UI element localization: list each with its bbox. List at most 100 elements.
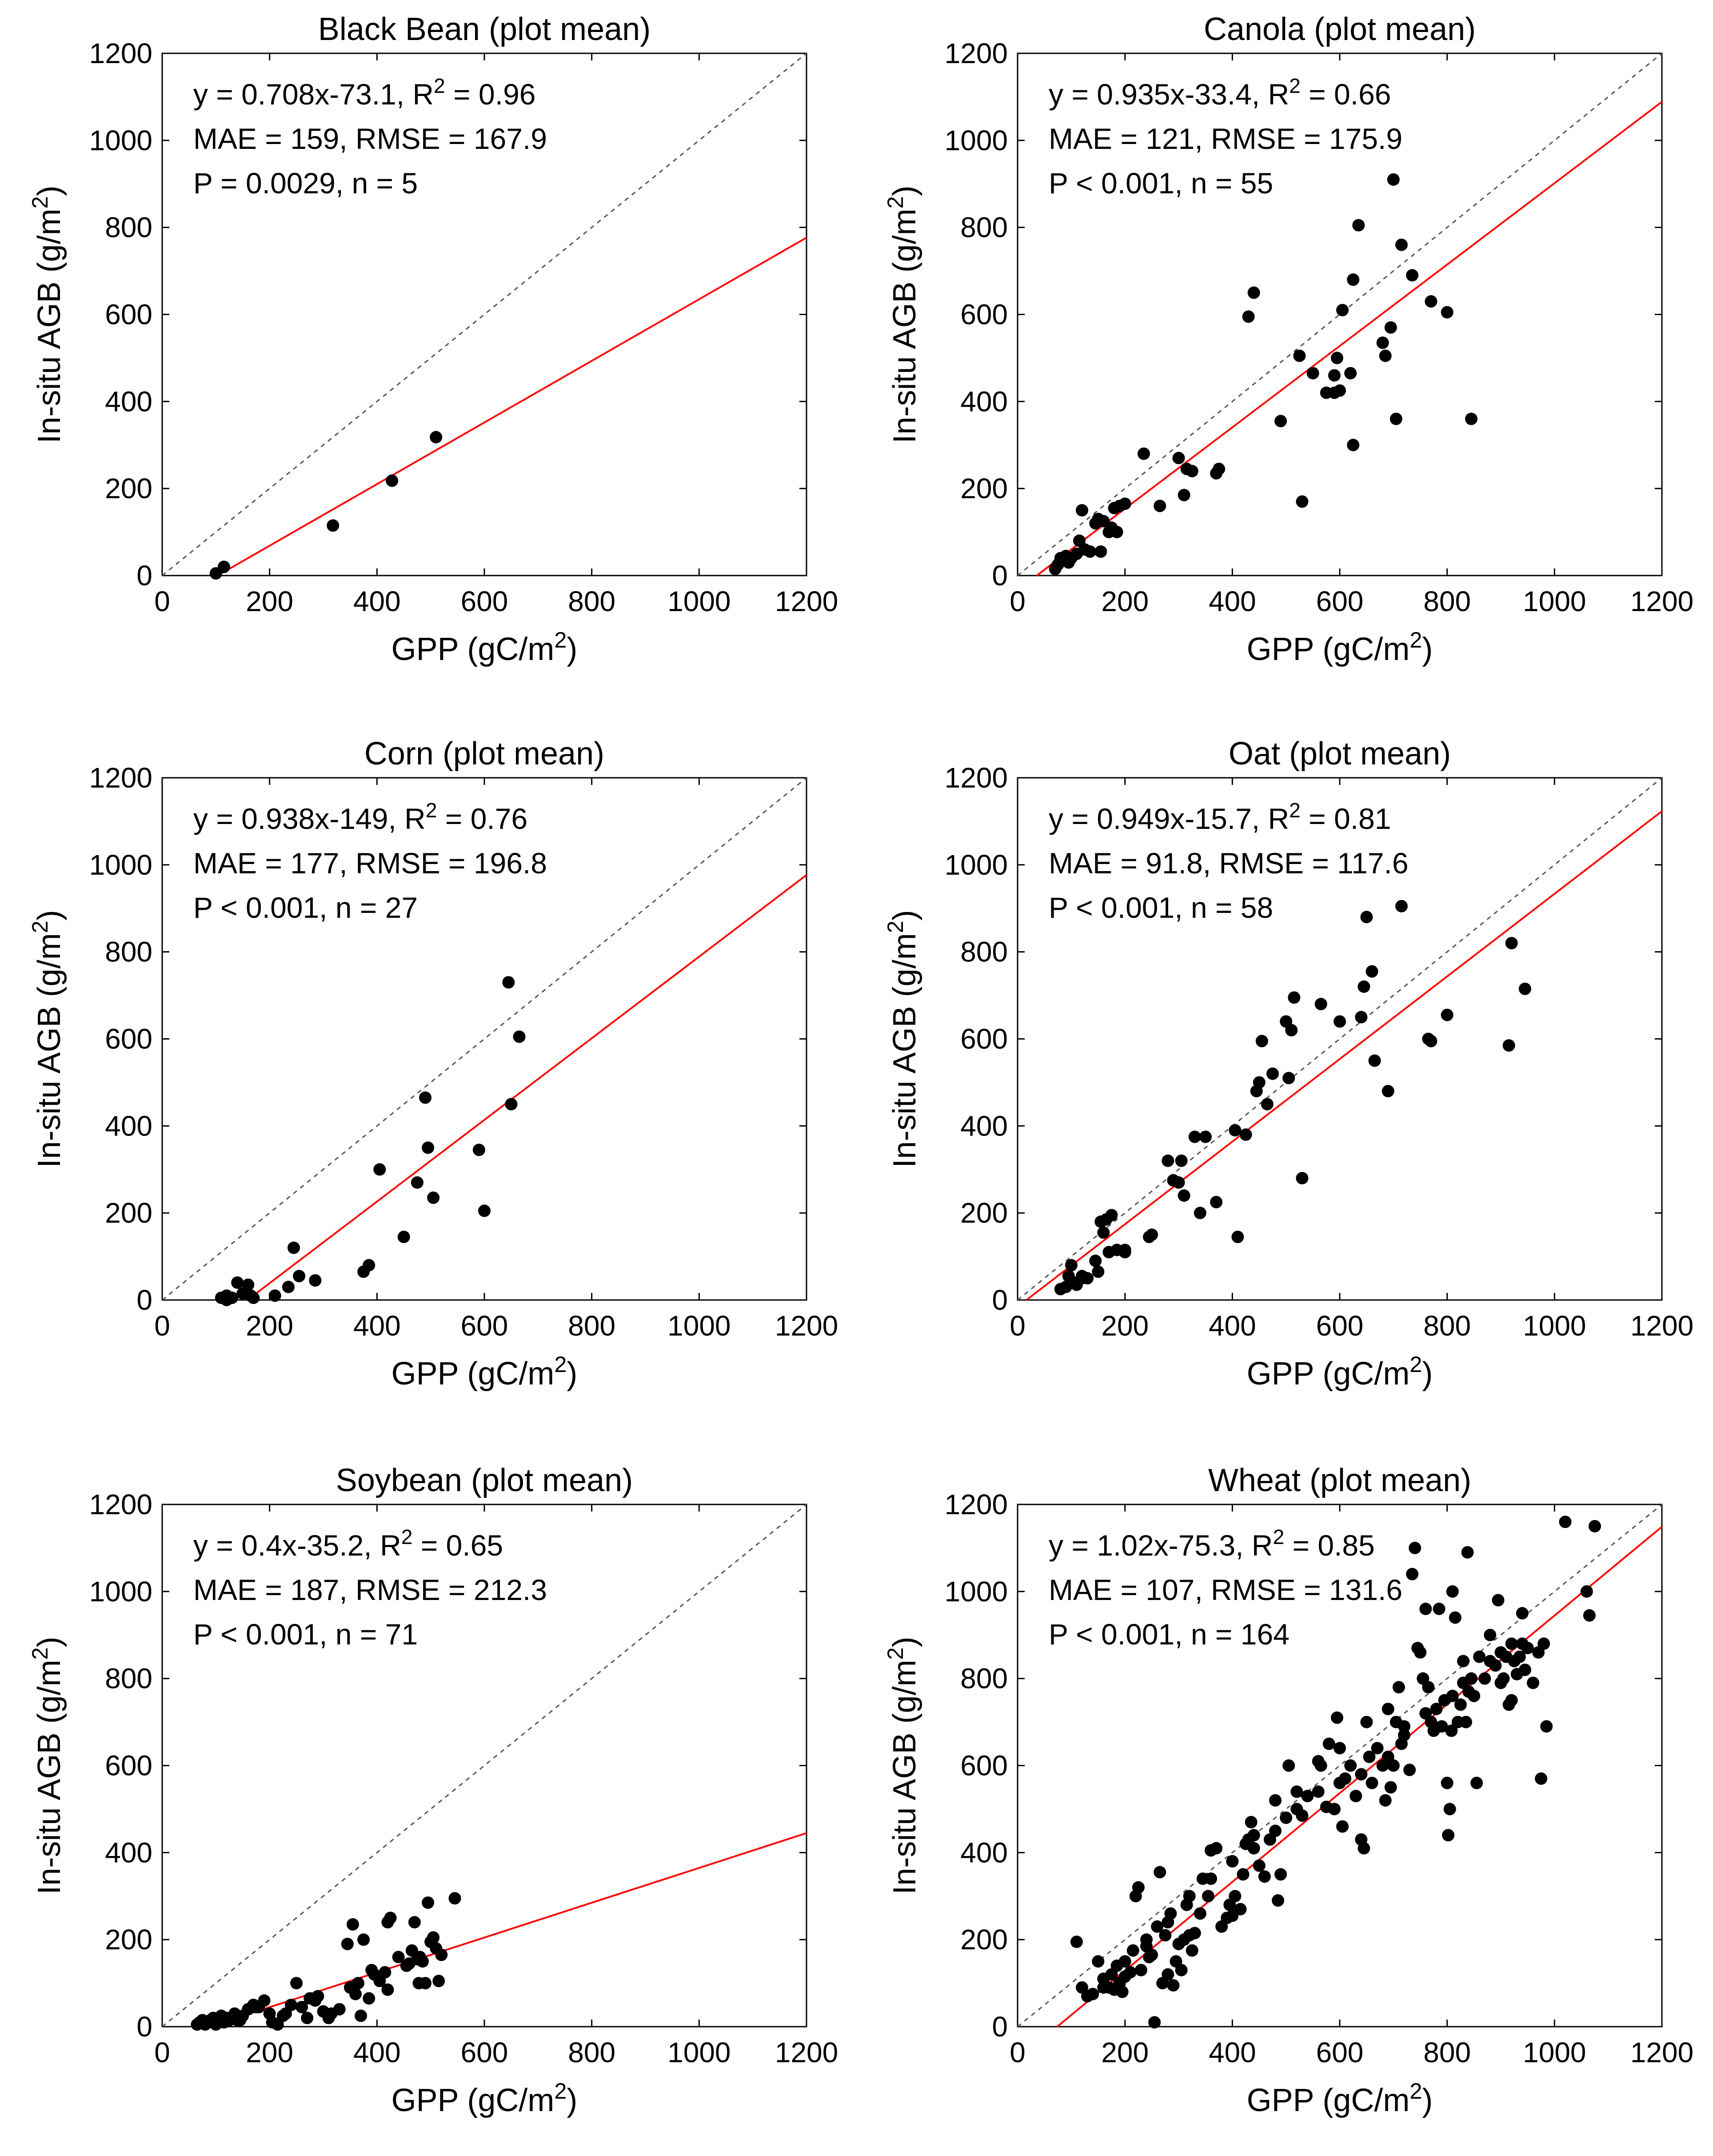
data-point — [1322, 1737, 1335, 1750]
data-point — [1314, 1759, 1327, 1772]
data-point — [1459, 1716, 1472, 1728]
data-point — [1392, 1681, 1405, 1694]
stats-errors: MAE = 187, RMSE = 212.3 — [193, 1573, 547, 1606]
x-tick-label: 200 — [246, 585, 293, 617]
data-point — [1167, 1979, 1180, 1992]
data-point — [1505, 1637, 1518, 1650]
data-point — [341, 1937, 354, 1950]
data-point — [1559, 1516, 1572, 1528]
y-tick-label: 1000 — [89, 124, 152, 156]
x-axis-label: GPP (gC/m2) — [391, 627, 578, 668]
y-tick-label: 200 — [960, 1197, 1008, 1229]
data-point — [1330, 352, 1343, 364]
data-point — [1162, 1916, 1174, 1928]
data-point — [478, 1204, 491, 1217]
y-tick-label: 1000 — [89, 849, 152, 881]
data-point — [1443, 1803, 1456, 1816]
y-tick-label: 800 — [960, 212, 1008, 244]
x-tick-label: 600 — [1316, 2036, 1364, 2068]
y-axis-label: In-situ AGB (g/m2) — [27, 910, 68, 1168]
x-tick-label: 1000 — [1523, 2036, 1586, 2068]
x-tick-label: 800 — [568, 585, 615, 617]
data-point — [1419, 1603, 1432, 1615]
data-point — [1070, 1936, 1083, 1948]
data-point — [1494, 1676, 1507, 1689]
chart-panel: 0 200 400 600 800 1000 1200 0 200 400 600 800 1000 12… — [27, 736, 839, 1392]
x-axis-label: GPP (gC/m2) — [391, 1352, 578, 1392]
x-axis-label: GPP (gC/m2) — [1247, 627, 1433, 668]
data-point — [1258, 1870, 1271, 1883]
data-point — [1382, 1750, 1394, 1763]
data-point — [1247, 286, 1260, 299]
data-point — [1296, 1172, 1309, 1184]
data-point — [1272, 1894, 1285, 1907]
data-point — [1505, 1694, 1518, 1707]
data-point — [1442, 1829, 1455, 1842]
data-point — [1390, 412, 1402, 425]
data-point — [1175, 1154, 1188, 1167]
y-tick-label: 600 — [960, 1023, 1008, 1055]
data-point — [287, 1241, 300, 1254]
data-point — [1461, 1546, 1474, 1559]
data-point — [355, 2009, 367, 2022]
data-point — [1172, 452, 1185, 464]
x-tick-label: 0 — [1010, 2036, 1026, 2068]
data-point — [432, 1975, 445, 1988]
y-tick-label: 200 — [105, 472, 152, 504]
data-point — [279, 2007, 292, 2020]
data-point — [1414, 1646, 1427, 1659]
x-tick-label: 800 — [1423, 1310, 1471, 1342]
data-point — [1118, 497, 1131, 510]
x-tick-label: 400 — [353, 2036, 401, 2068]
data-point — [1301, 1790, 1314, 1803]
y-tick-label: 1200 — [945, 762, 1008, 794]
chart-panel: 0 200 400 600 800 1000 1200 0 200 400 600 800 1000 12… — [27, 12, 839, 667]
x-tick-label: 600 — [461, 585, 508, 617]
data-point — [244, 1289, 257, 1302]
chart-title: Black Bean (plot mean) — [318, 12, 651, 47]
stats-equation: y = 0.4x-35.2, R2 = 0.65 — [193, 1525, 503, 1562]
data-point — [1097, 1226, 1110, 1239]
y-axis-label: In-situ AGB (g/m2) — [882, 185, 923, 443]
data-point — [1239, 1128, 1252, 1141]
chart-title: Wheat (plot mean) — [1208, 1463, 1471, 1498]
data-point — [1234, 1903, 1247, 1916]
data-point — [1406, 269, 1419, 282]
data-point — [1148, 2016, 1161, 2029]
data-point — [1433, 1603, 1445, 1615]
data-point — [1089, 1254, 1102, 1267]
data-point — [1116, 1985, 1129, 1998]
data-point — [1425, 295, 1437, 308]
data-point — [1398, 1720, 1410, 1733]
chart-panel: 0 200 400 600 800 1000 1200 0 200 400 600 800 1000 12… — [882, 1463, 1694, 2118]
data-point — [301, 2012, 314, 2024]
stats-significance: P < 0.001, n = 164 — [1049, 1618, 1290, 1651]
data-point — [1137, 447, 1150, 460]
chart-panel: 0 200 400 600 800 1000 1200 0 200 400 600 800 1000 12… — [27, 1463, 839, 2118]
x-axis-label: GPP (gC/m2) — [391, 2078, 578, 2119]
y-tick-label: 600 — [105, 1023, 152, 1055]
data-point — [1489, 1659, 1502, 1672]
data-point — [1441, 306, 1453, 319]
data-point — [311, 1990, 324, 2003]
data-point — [1355, 1768, 1368, 1781]
x-tick-label: 0 — [1010, 1310, 1026, 1342]
data-point — [1290, 1803, 1303, 1816]
x-tick-label: 800 — [1423, 2036, 1471, 2068]
y-tick-label: 600 — [105, 1750, 152, 1782]
y-tick-label: 400 — [960, 1110, 1008, 1142]
data-point — [1363, 1750, 1376, 1763]
x-tick-label: 1200 — [1630, 2036, 1693, 2068]
x-tick-label: 600 — [1316, 585, 1364, 617]
data-point — [333, 2003, 346, 2016]
data-point — [1210, 1842, 1223, 1855]
data-point — [1334, 1015, 1346, 1028]
data-point — [231, 1276, 244, 1289]
stats-equation: y = 0.935x-33.4, R2 = 0.66 — [1049, 74, 1391, 111]
fit-line — [209, 1832, 807, 2028]
x-tick-label: 1200 — [1630, 1310, 1693, 1342]
data-point — [435, 1948, 448, 1961]
data-point — [1513, 1650, 1526, 1663]
data-point — [1588, 1520, 1601, 1532]
